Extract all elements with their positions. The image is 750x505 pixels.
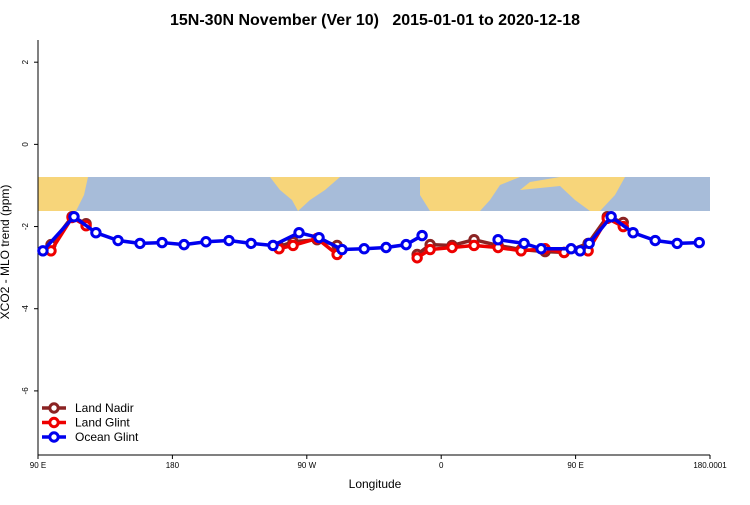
legend-label: Ocean Glint [75,430,139,444]
point [313,231,325,244]
point [400,238,412,251]
point [178,238,190,251]
point [649,234,661,247]
point [358,243,370,255]
point [693,236,705,249]
point [492,233,504,246]
point [293,227,305,239]
legend-label: Land Nadir [75,401,134,415]
point [671,237,683,250]
point [245,237,257,250]
point [518,237,530,250]
legend-marker [48,431,60,443]
point [583,237,595,250]
x-tick-label: 90 E [567,461,583,470]
point [90,227,102,239]
point [565,243,577,255]
y-tick-label: -2 [21,222,30,230]
x-tick-label: 180 [166,461,180,470]
y-tick-label: 0 [21,142,30,147]
x-tick-label: 90 W [297,461,316,470]
point [287,239,299,252]
x-tick-label: 180.0001 [693,461,727,470]
point [267,239,279,252]
point [156,236,168,249]
chart-title: 15N-30N November (Ver 10) 2015-01-01 to … [170,12,580,29]
point [223,234,235,247]
point [605,210,617,223]
y-axis-label: XCO2 - MLO trend (ppm) [0,185,12,320]
point [336,243,348,256]
point [68,210,80,223]
point [424,243,436,256]
point [535,243,547,255]
point [411,252,423,264]
y-tick-label: -4 [21,305,30,313]
point [574,245,586,257]
y-tick-label: -6 [21,387,30,395]
y-tick-label: 2 [21,59,30,64]
point [627,227,639,239]
x-axis-label: Longitude [349,477,402,491]
point [416,229,428,242]
map-background [38,177,710,211]
x-tick-label: 90 E [30,461,46,470]
point [112,234,124,247]
point [446,241,458,254]
legend-label: Land Glint [75,416,130,430]
point [468,239,480,252]
point [380,241,392,254]
point [200,236,212,248]
x-tick-label: 0 [439,461,444,470]
point [134,237,146,250]
legend-marker [48,416,60,429]
point [37,245,49,257]
legend-marker [48,402,60,414]
